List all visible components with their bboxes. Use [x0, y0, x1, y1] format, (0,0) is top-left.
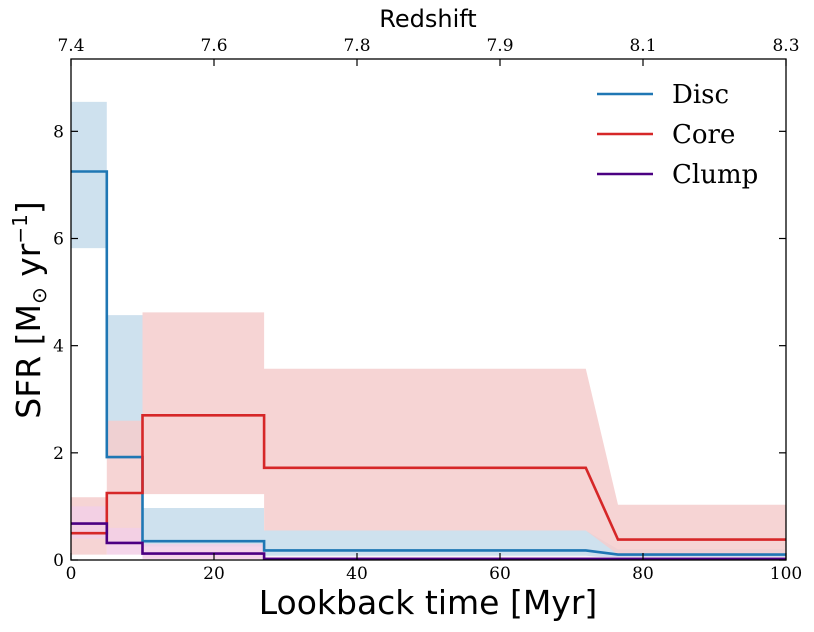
y-tick-label: 4: [53, 337, 64, 357]
y-tick-label: 6: [53, 230, 64, 250]
top-tick-label: 7.8: [343, 36, 370, 56]
top-tick-label: 7.9: [486, 36, 513, 56]
x-tick-label: 80: [632, 564, 654, 584]
y-axis-title: SFR [M⊙ yr−1]: [8, 201, 51, 418]
top-tick-label: 8.1: [629, 36, 656, 56]
series-lines: [71, 170, 786, 561]
axis-ticks: 0 20 40 60 80 100 0 2 4 6 8 7.4 7.6 7.8 7.9 8.1 8.3: [53, 36, 802, 584]
x-tick-label: 60: [489, 564, 511, 584]
plot-frame: [70, 58, 787, 561]
top-axis-title: Redshift: [379, 5, 476, 33]
disc-sfr-line: [71, 170, 786, 556]
clump-sfr-line: [71, 522, 786, 561]
y-tick-label: 8: [53, 122, 64, 142]
core-sfr-line: [71, 413, 786, 541]
legend-disc-label: Disc: [672, 80, 729, 110]
top-tick-label: 7.4: [57, 36, 84, 56]
x-tick-label: 100: [770, 564, 802, 584]
top-tick-label: 7.6: [200, 36, 227, 56]
clump-uncertainty-band: [71, 506, 786, 560]
legend: Disc Core Clump: [597, 80, 758, 190]
legend-clump-label: Clump: [672, 160, 758, 190]
x-tick-label: 40: [346, 564, 368, 584]
x-tick-label: 20: [203, 564, 225, 584]
legend-core-label: Core: [672, 120, 735, 150]
core-uncertainty-band: [71, 312, 786, 555]
y-tick-label: 0: [53, 551, 64, 571]
y-tick-label: 2: [53, 444, 64, 464]
top-tick-label: 8.3: [772, 36, 799, 56]
x-axis-title: Lookback time [Myr]: [259, 583, 598, 622]
x-tick-label: 0: [66, 564, 77, 584]
